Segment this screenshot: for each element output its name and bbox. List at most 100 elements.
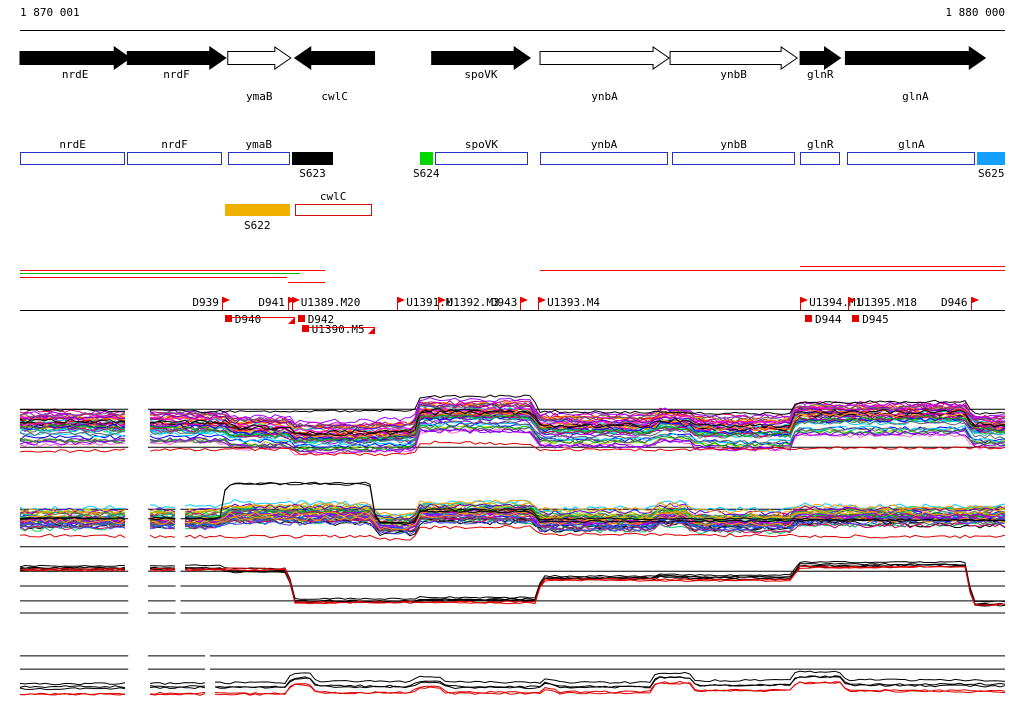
marker-flag-icon-U1393.M4[interactable]: [539, 297, 547, 303]
marker-label-D939: D939: [192, 296, 219, 309]
gene-arrow-ynbB[interactable]: [669, 46, 799, 70]
marker-label-U1393.M4: U1393.M4: [547, 296, 601, 309]
marker-label-D944: D944: [815, 313, 842, 326]
gene-arrow-nrdE[interactable]: [19, 46, 132, 70]
marker-flag-icon-D943[interactable]: [521, 297, 529, 303]
marker-flag-icon-U1392.M3[interactable]: [438, 297, 446, 303]
gene-label-cwlC: cwlC: [321, 90, 348, 103]
signal-segment-2: [20, 277, 287, 278]
feature-box-cwlC[interactable]: [294, 204, 372, 216]
marker-flag-pole-D943: [520, 297, 522, 310]
marker-label-D945: D945: [862, 313, 889, 326]
marker-bar-end-D940: [287, 317, 295, 324]
signal-segment-5: [800, 266, 1005, 267]
marker-flag-icon-U1391.M[interactable]: [398, 297, 406, 303]
signal-segment-3: [287, 281, 326, 283]
expression-track-4: [19, 655, 1006, 696]
gene-arrow-nrdF[interactable]: [126, 46, 227, 70]
gene-label-ynbB: ynbB: [720, 68, 747, 81]
marker-flag-pole-U1391.M: [397, 297, 399, 310]
marker-label-U1395.M18: U1395.M18: [857, 296, 917, 309]
expression-track-2: [19, 481, 1006, 548]
marker-box-icon-D945[interactable]: [852, 315, 860, 322]
marker-flag-icon-U1394.M1[interactable]: [801, 297, 809, 303]
marker-flag-icon-D939[interactable]: [222, 297, 230, 303]
feature-box-spoVK[interactable]: [434, 152, 529, 165]
gene-arrow-cwlC[interactable]: [293, 46, 376, 70]
feature-label-nrdE: nrdE: [59, 138, 86, 151]
feature-label-S625: S625: [977, 167, 1005, 180]
probe-baseline: [20, 310, 1005, 311]
marker-flag-icon-D946[interactable]: [971, 297, 979, 303]
expression-line: [19, 524, 1006, 541]
feature-label-S624: S624: [413, 167, 440, 180]
gene-label-glnR: glnR: [807, 68, 834, 81]
feature-box-nrdF[interactable]: [127, 152, 222, 165]
expression-line: [19, 565, 1006, 607]
ruler-line: [20, 30, 1005, 31]
feature-box-S622[interactable]: [224, 204, 290, 216]
gene-arrow-glnR[interactable]: [799, 46, 842, 70]
gene-arrow-glnA[interactable]: [844, 46, 987, 70]
feature-box-glnA[interactable]: [847, 152, 976, 165]
ruler-start-label: 1 870 001: [20, 6, 80, 19]
gene-label-spoVK: spoVK: [464, 68, 498, 81]
signal-segment-0: [20, 269, 326, 271]
marker-label-U1390.M5: U1390.M5: [311, 323, 365, 336]
feature-box-S625[interactable]: [977, 152, 1005, 165]
marker-box-icon-U1390.M5[interactable]: [301, 325, 309, 332]
marker-box-icon-D942[interactable]: [297, 315, 305, 322]
expression-line: [19, 670, 1006, 686]
feature-box-ynbB[interactable]: [672, 152, 796, 165]
gene-label-glnA: glnA: [902, 90, 929, 103]
feature-box-ynbA[interactable]: [540, 152, 669, 165]
gene-arrow-ymaB[interactable]: [227, 46, 292, 70]
marker-flag-pole-U1389.M20: [291, 297, 293, 310]
marker-box-icon-D944[interactable]: [805, 315, 813, 322]
feature-box-S623[interactable]: [291, 152, 334, 165]
gene-label-ynbA: ynbA: [591, 90, 618, 103]
gene-label-ymaB: ymaB: [246, 90, 273, 103]
feature-label-glnR: glnR: [807, 138, 834, 151]
gene-arrow-track: [19, 46, 987, 70]
marker-flag-pole-D941: [287, 297, 289, 310]
gene-arrow-ynbA[interactable]: [539, 46, 670, 70]
feature-box-S624[interactable]: [419, 152, 433, 165]
marker-flag-pole-D946: [970, 297, 972, 310]
feature-label-nrdF: nrdF: [161, 138, 188, 151]
expression-line: [19, 440, 1006, 457]
marker-label-D946: D946: [941, 296, 968, 309]
expression-line: [20, 681, 1006, 696]
expression-line: [19, 675, 1006, 689]
marker-flag-icon-U1395.M18[interactable]: [849, 297, 857, 303]
expression-line: [20, 482, 1006, 526]
marker-bar-end-U1390.M5: [367, 327, 375, 334]
expression-track-3: [19, 560, 1006, 614]
marker-label-D942: D942: [307, 313, 335, 326]
marker-label-U1392.M3: U1392.M3: [446, 296, 500, 309]
signal-segment-4: [540, 269, 1005, 271]
expression-line: [19, 414, 1006, 443]
marker-box-icon-D940[interactable]: [224, 315, 232, 322]
feature-label-ynbB: ynbB: [720, 138, 747, 151]
feature-label-spoVK: spoVK: [464, 138, 498, 151]
marker-label-D943: D943: [490, 296, 518, 309]
expression-line: [19, 419, 1006, 445]
expression-line: [19, 394, 1006, 416]
gene-arrow-spoVK[interactable]: [431, 46, 532, 70]
marker-label-D940: D940: [234, 313, 262, 326]
expression-line: [19, 425, 1006, 453]
marker-flag-pole-U1392.M3: [437, 297, 439, 310]
expression-line: [19, 560, 1006, 603]
feature-box-glnR[interactable]: [800, 152, 841, 165]
feature-label-S623: S623: [299, 167, 326, 180]
expression-track-1: [19, 394, 1006, 457]
feature-box-nrdE[interactable]: [20, 152, 126, 165]
feature-box-ymaB[interactable]: [227, 152, 290, 165]
gene-label-nrdE: nrdE: [61, 68, 89, 81]
marker-flag-pole-D939: [221, 297, 223, 310]
ruler-end-label: 1 880 000: [945, 6, 1005, 19]
feature-label-ynbA: ynbA: [590, 138, 618, 151]
marker-flag-icon-U1389.M20[interactable]: [292, 297, 300, 303]
